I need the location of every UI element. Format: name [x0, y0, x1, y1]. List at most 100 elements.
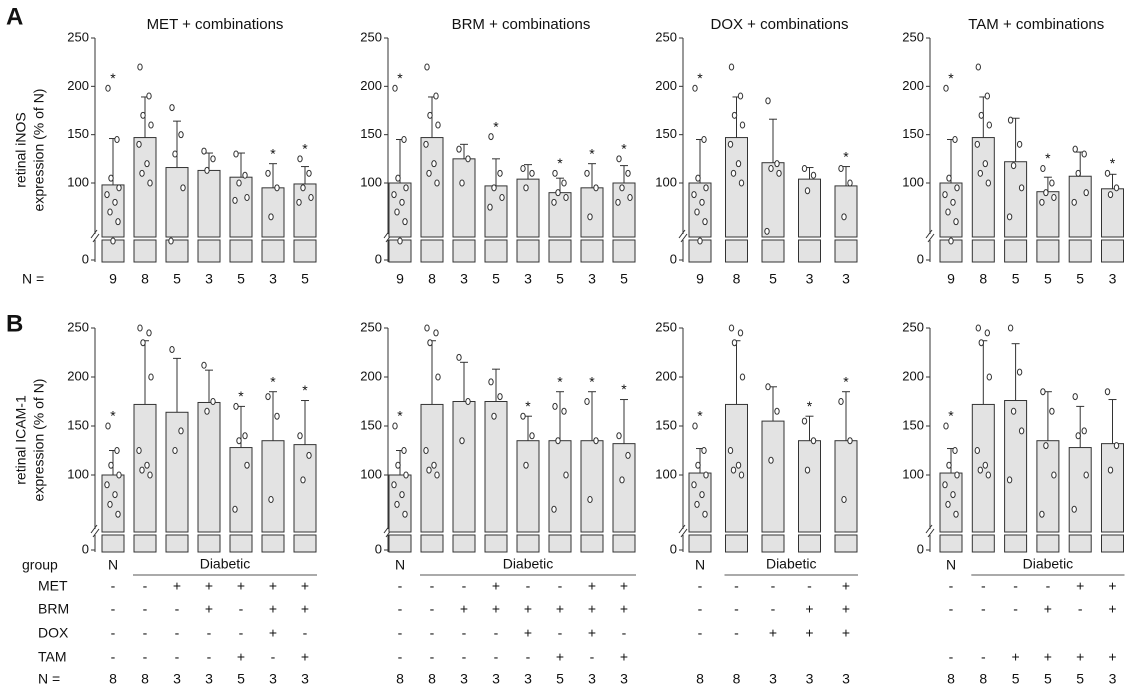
data-point	[731, 339, 738, 347]
data-point	[943, 422, 949, 430]
data-point	[730, 169, 737, 177]
data-point	[394, 208, 400, 216]
data-point	[424, 63, 430, 71]
bar-stub	[452, 239, 476, 263]
n-value: 3	[1109, 671, 1117, 687]
bar	[1004, 161, 1028, 238]
data-point	[619, 476, 625, 484]
data-point	[1043, 189, 1049, 197]
bar-stub	[293, 534, 317, 553]
data-point	[945, 208, 951, 216]
data-point	[1081, 427, 1087, 435]
y-tick-label: 100	[360, 466, 382, 481]
y-tick-label: 0	[917, 541, 924, 556]
data-point	[274, 184, 280, 192]
bar	[580, 440, 604, 533]
y-tick-label: 100	[655, 174, 677, 189]
significance-star: *	[238, 388, 244, 404]
bar	[484, 185, 508, 238]
y-axis-label: retinal ICAM-1	[13, 395, 29, 485]
data-point	[954, 184, 960, 192]
treatment-sign: +	[805, 625, 813, 641]
treatment-sign: -	[430, 649, 435, 665]
treatment-sign: -	[734, 578, 739, 594]
treatment-sign: -	[734, 625, 739, 641]
data-point	[268, 496, 274, 503]
data-point	[395, 461, 401, 469]
data-point	[561, 407, 567, 415]
treatment-sign: -	[207, 625, 212, 641]
data-point	[945, 500, 951, 508]
significance-star: *	[397, 70, 403, 86]
treatment-sign: +	[269, 578, 277, 594]
data-point	[727, 140, 734, 148]
data-point	[615, 198, 621, 206]
data-point	[551, 198, 557, 206]
data-point	[977, 466, 983, 474]
data-point	[801, 165, 808, 172]
data-point	[116, 184, 122, 192]
data-point	[499, 194, 505, 201]
bar-stub	[798, 239, 821, 263]
data-point	[694, 208, 700, 216]
bar-stub	[1068, 534, 1092, 553]
significance-star: *	[525, 398, 531, 414]
n-value: 8	[396, 671, 404, 687]
bar-stub	[971, 534, 995, 553]
n-value: 8	[947, 671, 955, 687]
treatment-sign: -	[949, 578, 954, 594]
data-point	[435, 373, 441, 381]
n-value: 3	[842, 671, 850, 687]
data-point	[701, 447, 707, 454]
data-point	[391, 481, 397, 489]
data-point	[810, 171, 817, 179]
n-value: 5	[620, 271, 628, 287]
y-tick-label: 0	[82, 251, 89, 266]
panel-letter: B	[6, 310, 23, 337]
treatment-sign: -	[558, 625, 563, 641]
data-point	[1051, 471, 1057, 479]
n-value: 3	[769, 671, 777, 687]
n-value: 3	[205, 271, 213, 287]
treatment-sign: -	[430, 625, 435, 641]
data-point	[841, 496, 847, 503]
data-point	[735, 160, 742, 168]
data-point	[974, 447, 980, 454]
n-value: 3	[1109, 271, 1117, 287]
data-point	[954, 471, 960, 479]
bar-stub	[165, 239, 189, 263]
data-point	[1072, 145, 1078, 153]
data-point	[616, 432, 622, 440]
bar	[612, 443, 636, 533]
treatment-sign: +	[1076, 578, 1084, 594]
data-point	[587, 213, 593, 221]
data-point	[392, 84, 398, 92]
bar-stub	[971, 239, 995, 263]
data-point	[426, 466, 432, 474]
bar-stub	[420, 534, 444, 553]
group-label: Diabetic	[766, 556, 817, 572]
data-point	[136, 140, 142, 148]
n-value: 9	[396, 271, 404, 287]
data-point	[552, 169, 558, 177]
n-value: 3	[842, 271, 850, 287]
n-value: 3	[806, 271, 814, 287]
bar	[293, 444, 317, 533]
bar-stub	[1004, 239, 1028, 263]
n-value: 5	[1012, 271, 1020, 287]
data-point	[306, 451, 312, 459]
data-point	[523, 461, 529, 469]
y-tick-label: 100	[67, 174, 89, 189]
data-point	[946, 461, 952, 469]
data-point	[982, 160, 988, 168]
treatment-sign: -	[430, 601, 435, 617]
n-value: 3	[269, 671, 277, 687]
treatment-sign: -	[111, 601, 116, 617]
treatment-sign: -	[462, 578, 467, 594]
data-point	[768, 165, 774, 172]
data-point	[497, 393, 503, 401]
data-point	[434, 179, 440, 187]
significance-star: *	[110, 408, 116, 424]
significance-star: *	[270, 145, 276, 161]
axis-break	[92, 233, 100, 243]
